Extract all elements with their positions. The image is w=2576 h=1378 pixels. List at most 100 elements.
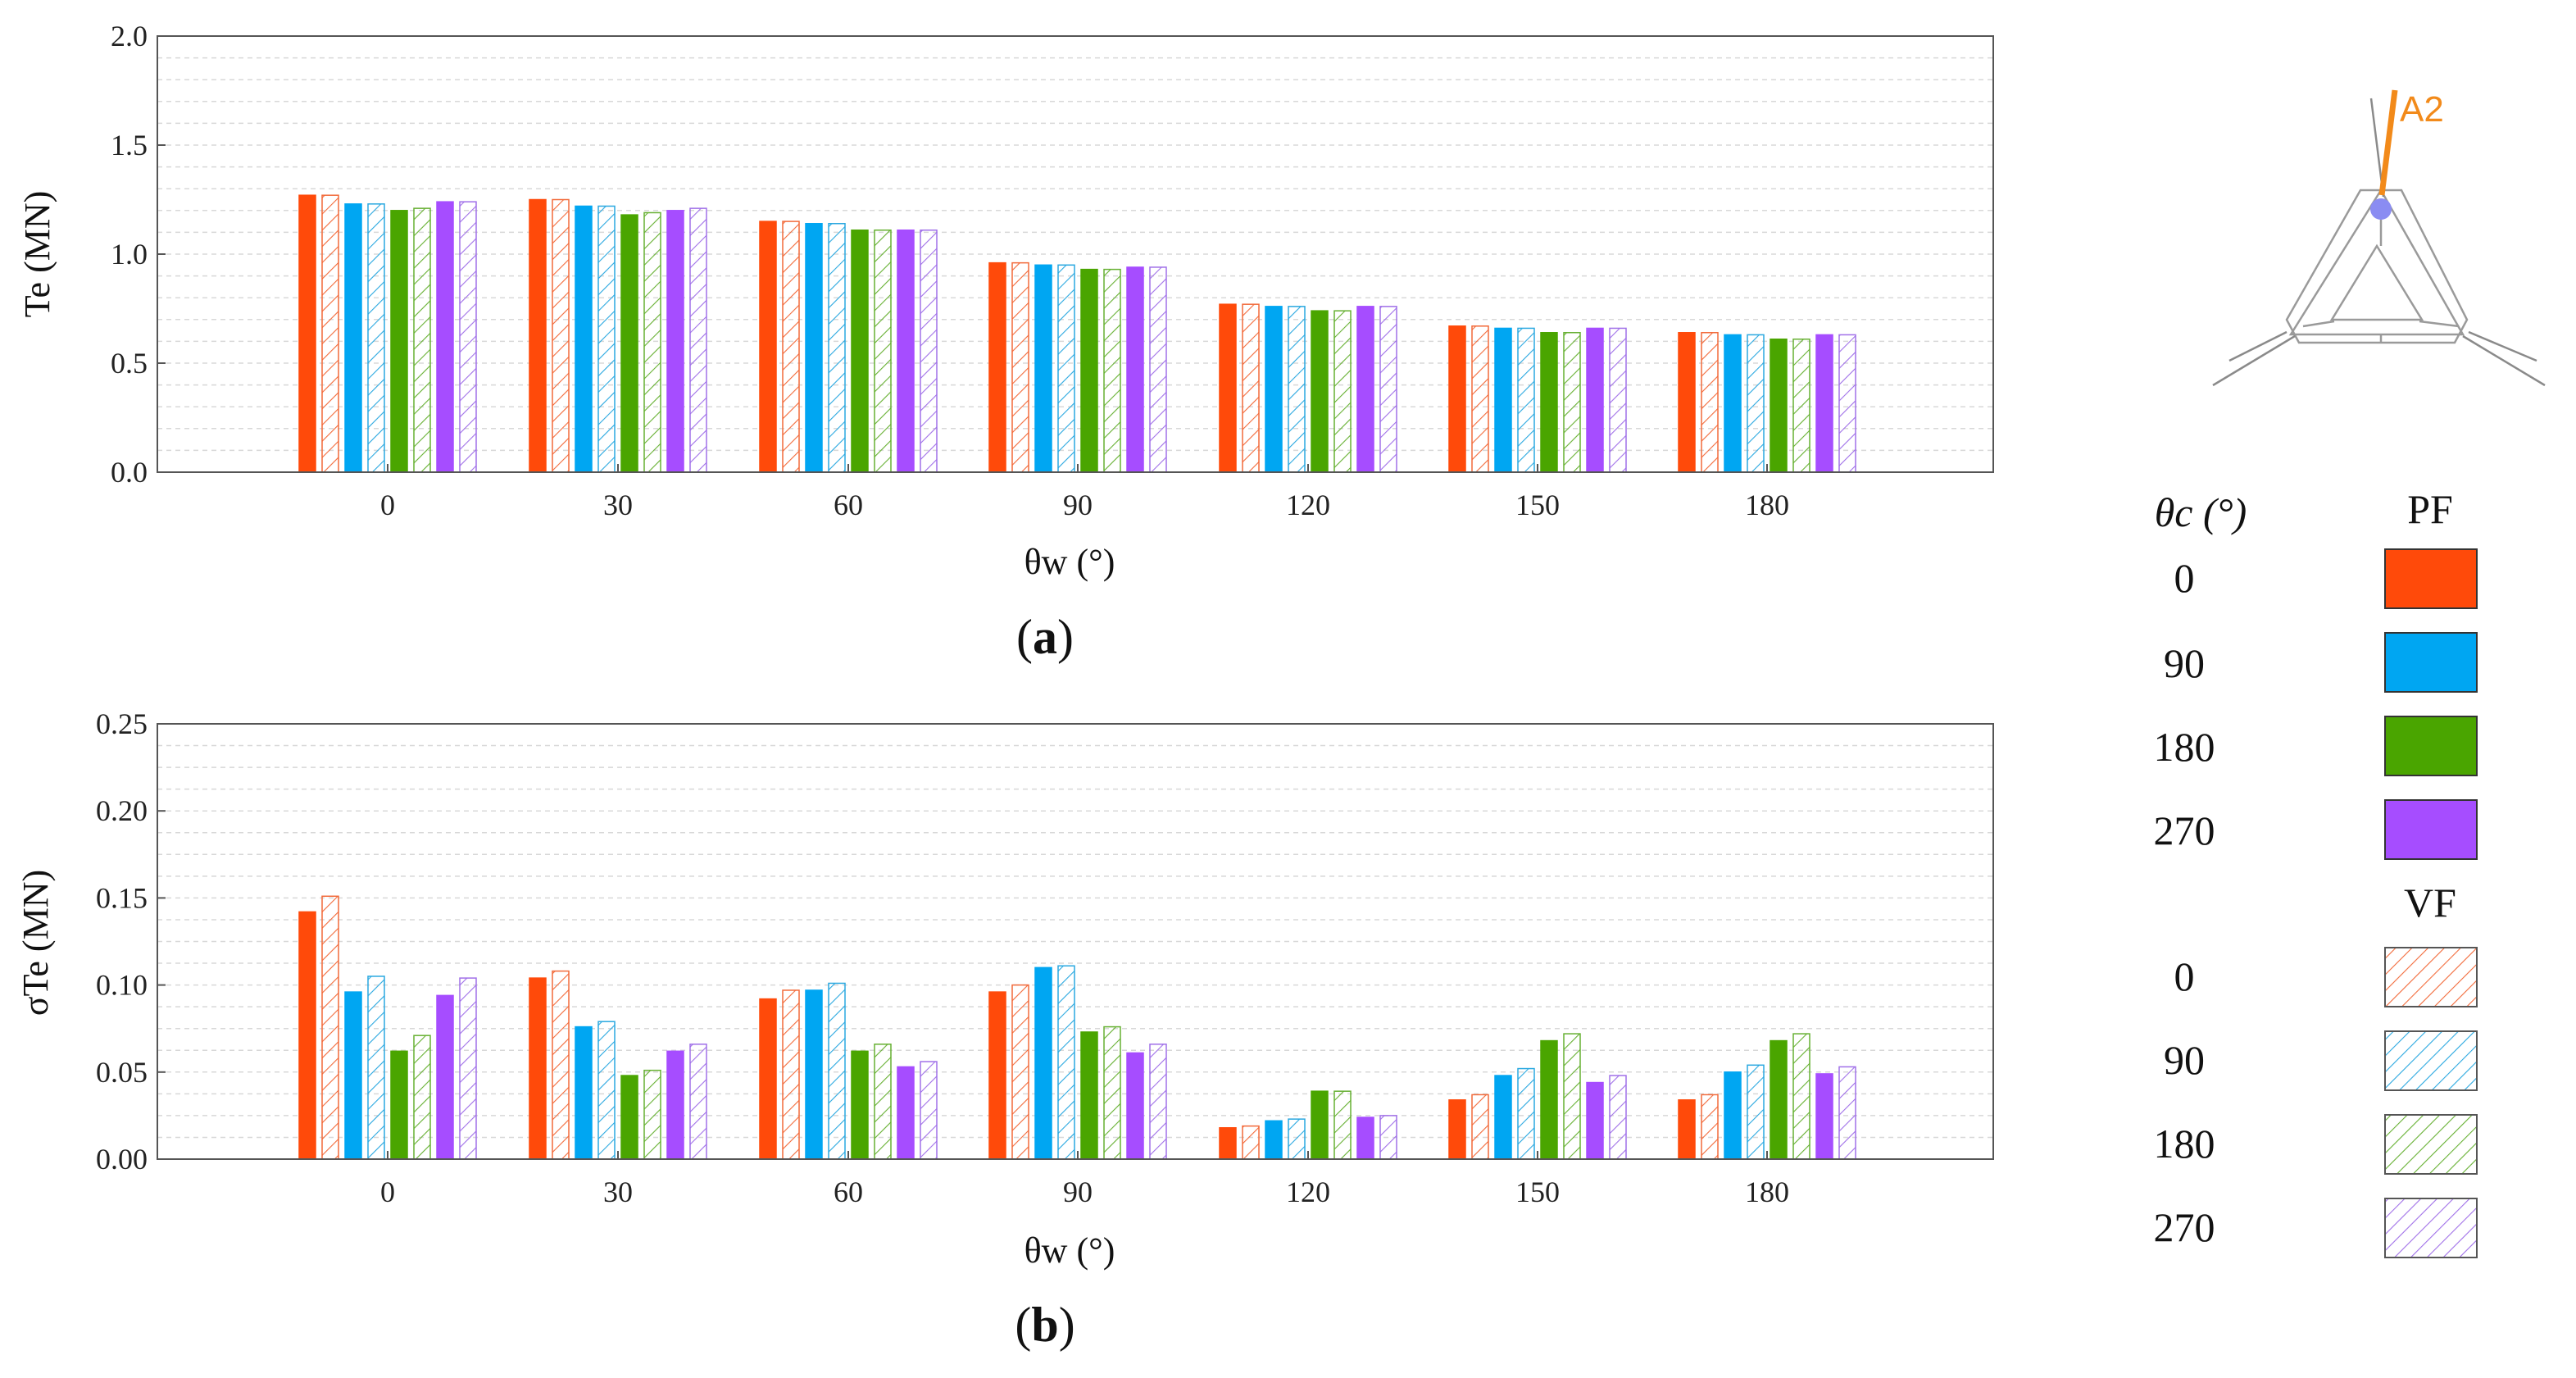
x-axis-ticks-b: 0 30 60 90 120 150 180 (380, 1151, 1789, 1208)
bar-vf-0-60 (782, 989, 800, 1160)
bar-vf-270-60 (920, 1061, 938, 1160)
bar-vf-180-90 (1103, 268, 1121, 473)
x-tick-label: 180 (1745, 489, 1789, 521)
legend-pf-label-90: 90 (2164, 640, 2205, 686)
bar-vf-90-30 (597, 1021, 616, 1160)
legend-swatch-vf-0 (2384, 947, 2478, 1007)
bar-pf-0-120 (1219, 1127, 1237, 1160)
bar-pf-270-30 (666, 1050, 684, 1160)
bar-vf-0-90 (1011, 984, 1029, 1160)
bar-pf-180-30 (620, 1075, 638, 1160)
bar-pf-90-180 (1724, 1071, 1742, 1160)
legend-swatch-pf-0 (2384, 548, 2478, 609)
bar-pf-0-150 (1448, 325, 1466, 473)
x-tick-label: 60 (834, 489, 863, 521)
bars-b (298, 895, 1856, 1160)
bar-vf-270-150 (1609, 327, 1627, 473)
x-tick-label: 120 (1286, 1176, 1330, 1208)
legend: θc (°) PF VF 0 90 180 270 0 90 180 270 (2154, 486, 2478, 1258)
bar-pf-270-60 (897, 229, 915, 473)
y-tick-label: 0.25 (96, 707, 148, 740)
y-tick-label: 1.0 (111, 238, 148, 271)
bar-pf-0-180 (1678, 332, 1696, 473)
legend-vf-label-90: 90 (2164, 1037, 2205, 1083)
bar-vf-90-90 (1057, 264, 1075, 473)
x-axis-title-a: θw (°) (1024, 542, 1115, 582)
bar-vf-180-120 (1333, 1090, 1352, 1160)
legend-pf-label-180: 180 (2154, 724, 2215, 770)
bar-vf-0-30 (552, 970, 570, 1160)
bar-vf-270-0 (459, 201, 477, 473)
bar-vf-0-90 (1011, 262, 1029, 473)
legend-theta-c-header: θc (°) (2155, 489, 2247, 535)
bar-pf-0-90 (988, 991, 1006, 1160)
bar-pf-90-30 (575, 1026, 593, 1160)
bar-vf-90-180 (1747, 1064, 1765, 1160)
bar-vf-270-0 (459, 977, 477, 1160)
x-tick-label: 150 (1515, 489, 1560, 521)
bar-vf-180-120 (1333, 310, 1352, 473)
y-axis-title-b: σTe (MN) (16, 870, 56, 1016)
legend-pf-label-0: 0 (2174, 555, 2195, 601)
bar-pf-180-180 (1770, 1039, 1788, 1160)
bar-pf-180-30 (620, 214, 638, 473)
bar-pf-270-90 (1126, 266, 1144, 473)
bar-vf-270-150 (1609, 1075, 1627, 1160)
y-tick-label: 0.15 (96, 881, 148, 914)
plot-frame-b (157, 723, 1994, 1160)
bar-pf-0-0 (298, 194, 316, 473)
legend-swatch-vf-90 (2384, 1030, 2478, 1091)
bar-vf-270-60 (920, 229, 938, 473)
bar-pf-180-60 (851, 1050, 869, 1160)
bar-pf-270-30 (666, 210, 684, 473)
y-tick-label: 2.0 (111, 20, 148, 52)
bar-pf-270-0 (436, 994, 454, 1160)
legend-pf-label-270: 270 (2154, 807, 2215, 853)
bar-pf-180-60 (851, 229, 869, 473)
x-axis-title-b: θw (°) (1024, 1230, 1115, 1271)
bar-vf-180-150 (1563, 1033, 1581, 1160)
legend-pf-header: PF (2407, 486, 2453, 532)
panel-label-b: (b) (1015, 1298, 1074, 1352)
bar-pf-90-60 (805, 223, 823, 473)
bar-vf-270-180 (1838, 1066, 1856, 1160)
legend-vf-header: VF (2404, 880, 2456, 925)
bar-vf-0-0 (321, 194, 339, 473)
bar-pf-270-150 (1586, 1081, 1604, 1160)
bar-vf-180-30 (643, 1069, 661, 1160)
bar-vf-180-0 (413, 207, 431, 473)
bar-vf-90-180 (1747, 334, 1765, 473)
bar-pf-270-60 (897, 1066, 915, 1160)
bar-pf-90-90 (1034, 264, 1052, 473)
bar-pf-90-120 (1265, 1120, 1283, 1160)
y-tick-label: 0.0 (111, 456, 148, 489)
bar-vf-180-150 (1563, 332, 1581, 473)
bar-vf-270-30 (689, 207, 707, 473)
bar-pf-180-90 (1080, 268, 1098, 473)
y-axis-ticks-a: 0.0 0.5 1.0 1.5 2.0 (111, 20, 166, 489)
bar-pf-90-0 (344, 203, 362, 473)
bar-vf-180-180 (1792, 1033, 1810, 1160)
bar-vf-270-180 (1838, 334, 1856, 473)
bar-vf-180-60 (874, 1044, 892, 1160)
bar-vf-90-0 (367, 976, 385, 1160)
bar-vf-270-90 (1149, 1044, 1167, 1160)
bar-vf-270-120 (1379, 306, 1397, 473)
grid-b (157, 744, 1993, 1139)
bar-pf-90-60 (805, 989, 823, 1160)
bar-vf-0-180 (1701, 332, 1719, 473)
bar-pf-180-120 (1311, 1090, 1329, 1160)
bar-pf-180-90 (1080, 1031, 1098, 1160)
bar-pf-90-150 (1494, 327, 1512, 473)
bar-pf-0-0 (298, 911, 316, 1160)
bar-pf-270-120 (1356, 306, 1374, 473)
bar-pf-180-120 (1311, 310, 1329, 473)
legend-swatch-pf-180 (2384, 716, 2478, 776)
bar-pf-180-150 (1540, 1039, 1558, 1160)
x-tick-label: 30 (603, 489, 633, 521)
bar-pf-90-30 (575, 205, 593, 473)
bar-pf-0-60 (759, 221, 777, 473)
bar-pf-270-180 (1815, 1073, 1833, 1160)
y-tick-label: 0.10 (96, 969, 148, 1002)
bar-pf-90-0 (344, 991, 362, 1160)
